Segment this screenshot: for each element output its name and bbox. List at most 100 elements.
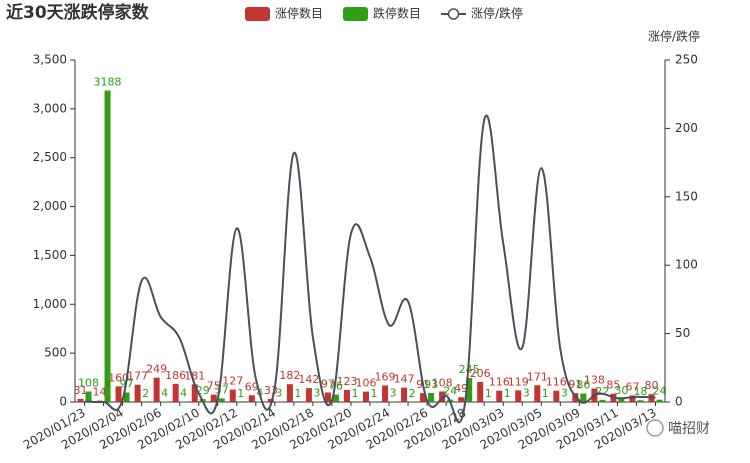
bar — [580, 393, 587, 402]
value-label: 1 — [542, 387, 549, 400]
watermark: 喵招财 — [646, 419, 710, 437]
value-label: 2 — [142, 387, 149, 400]
y2-axis-title: 涨停/跌停 — [648, 29, 700, 44]
bar — [332, 394, 339, 402]
legend-swatch — [343, 7, 368, 21]
value-label: 86 — [576, 379, 590, 392]
bar — [656, 399, 663, 402]
value-label: 1 — [237, 387, 244, 400]
legend-label: 跌停数目 — [373, 6, 421, 21]
value-label: 75 — [207, 380, 221, 393]
bar — [428, 392, 435, 402]
value-label: 97 — [321, 378, 335, 391]
value-label: 49 — [454, 382, 468, 395]
value-label: 186 — [165, 369, 186, 382]
value-label: 206 — [470, 367, 491, 380]
bar — [77, 398, 84, 402]
value-label: 3188 — [94, 75, 122, 88]
y2-tick-label: 0 — [675, 395, 683, 409]
legend-swatch — [245, 7, 270, 21]
y-tick-label: 2,500 — [33, 150, 67, 164]
value-label: 1 — [485, 387, 492, 400]
bar — [458, 397, 465, 402]
value-label: 91 — [568, 378, 582, 391]
bar — [477, 381, 484, 402]
value-label: 138 — [584, 374, 605, 387]
value-label: 80 — [644, 379, 658, 392]
legend-swatch — [447, 8, 460, 20]
y-tick-label: 500 — [44, 346, 67, 360]
line — [84, 114, 656, 424]
y-tick-label: 2,000 — [33, 199, 67, 213]
bar — [305, 388, 312, 402]
value-label: 245 — [459, 363, 480, 376]
value-label: 171 — [527, 370, 548, 383]
value-label: 76 — [329, 380, 343, 393]
bar — [218, 398, 225, 402]
value-label: 123 — [336, 375, 357, 388]
value-label: 67 — [625, 380, 639, 393]
bar — [210, 394, 217, 402]
bar — [115, 386, 122, 402]
value-label: 181 — [184, 369, 205, 382]
value-label: 142 — [298, 373, 319, 386]
watermark-icon — [646, 419, 664, 437]
value-label: 116 — [489, 376, 510, 389]
value-label: 108 — [432, 376, 453, 389]
bar — [286, 384, 293, 402]
bar — [401, 387, 408, 402]
legend-label: 涨停/跌停 — [471, 6, 523, 21]
value-label: 182 — [279, 369, 300, 382]
value-label: 108 — [78, 376, 99, 389]
bar — [618, 399, 625, 402]
bar — [382, 385, 389, 402]
value-label: 3 — [523, 387, 530, 400]
bar — [534, 385, 541, 402]
value-label: 169 — [375, 370, 396, 383]
value-label: 1 — [371, 387, 378, 400]
value-label: 1 — [504, 387, 511, 400]
value-label: 93 — [424, 378, 438, 391]
value-label: 119 — [508, 375, 529, 388]
bar — [466, 378, 473, 402]
value-label: 3 — [390, 387, 397, 400]
bar — [191, 384, 198, 402]
value-label: 3 — [561, 387, 568, 400]
value-label: 106 — [356, 377, 377, 390]
y-tick-label: 1,500 — [33, 248, 67, 262]
bar — [599, 399, 606, 402]
value-label: 4 — [180, 387, 187, 400]
value-label: 24 — [652, 385, 666, 398]
bar — [439, 391, 446, 402]
bar — [229, 389, 236, 402]
value-label: 1 — [294, 387, 301, 400]
bar — [420, 393, 427, 402]
bar — [134, 384, 141, 402]
bar — [553, 390, 560, 402]
bar — [515, 390, 522, 402]
y2-tick-label: 200 — [675, 121, 698, 135]
bar — [324, 392, 331, 402]
bar — [496, 390, 503, 402]
bar — [85, 391, 92, 402]
value-label: 1 — [351, 387, 358, 400]
value-label: 30 — [614, 384, 628, 397]
bar — [629, 395, 636, 402]
value-label: 69 — [245, 380, 259, 393]
bar — [104, 90, 111, 403]
value-label: 2 — [409, 387, 416, 400]
y2-tick-label: 150 — [675, 189, 698, 203]
value-label: 31 — [74, 384, 88, 397]
watermark-text: 喵招财 — [668, 421, 710, 437]
y-tick-label: 1,000 — [33, 297, 67, 311]
bar — [343, 389, 350, 402]
y-tick-label: 3,000 — [33, 101, 67, 115]
value-label: 177 — [127, 370, 148, 383]
y2-tick-label: 50 — [675, 326, 690, 340]
bar — [172, 383, 179, 402]
value-label: 85 — [606, 379, 620, 392]
value-label: 127 — [222, 375, 243, 388]
bar — [123, 392, 130, 402]
value-label: 3 — [313, 387, 320, 400]
